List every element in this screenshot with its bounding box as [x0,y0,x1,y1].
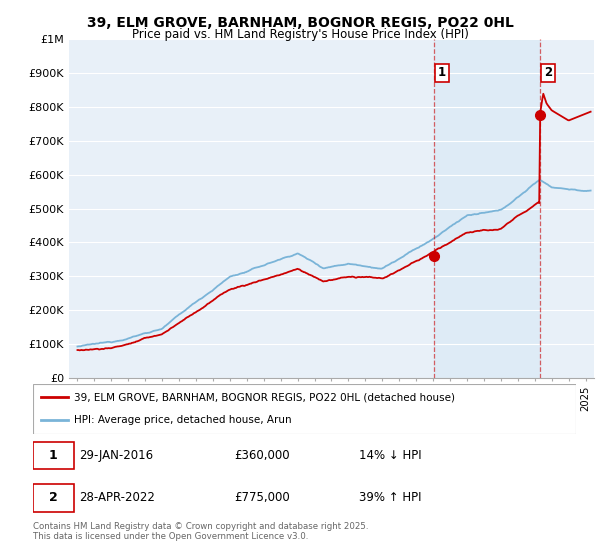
Text: 28-APR-2022: 28-APR-2022 [79,491,155,504]
Text: 39, ELM GROVE, BARNHAM, BOGNOR REGIS, PO22 0HL (detached house): 39, ELM GROVE, BARNHAM, BOGNOR REGIS, PO… [74,392,455,402]
Text: £360,000: £360,000 [234,449,290,462]
FancyBboxPatch shape [33,484,74,511]
Text: 2: 2 [544,67,552,80]
Text: This data is licensed under the Open Government Licence v3.0.: This data is licensed under the Open Gov… [33,532,308,541]
Text: £775,000: £775,000 [234,491,290,504]
Text: Price paid vs. HM Land Registry's House Price Index (HPI): Price paid vs. HM Land Registry's House … [131,28,469,41]
FancyBboxPatch shape [33,384,576,434]
Text: 39% ↑ HPI: 39% ↑ HPI [359,491,421,504]
Text: 14% ↓ HPI: 14% ↓ HPI [359,449,421,462]
Bar [434,39,541,378]
Text: 1: 1 [438,67,446,80]
Text: 29-JAN-2016: 29-JAN-2016 [79,449,153,462]
FancyBboxPatch shape [33,442,74,469]
Text: HPI: Average price, detached house, Arun: HPI: Average price, detached house, Arun [74,416,292,426]
Text: 39, ELM GROVE, BARNHAM, BOGNOR REGIS, PO22 0HL: 39, ELM GROVE, BARNHAM, BOGNOR REGIS, PO… [86,16,514,30]
Text: 2: 2 [49,491,58,504]
Text: 1: 1 [49,449,58,462]
Text: Contains HM Land Registry data © Crown copyright and database right 2025.: Contains HM Land Registry data © Crown c… [33,522,368,531]
